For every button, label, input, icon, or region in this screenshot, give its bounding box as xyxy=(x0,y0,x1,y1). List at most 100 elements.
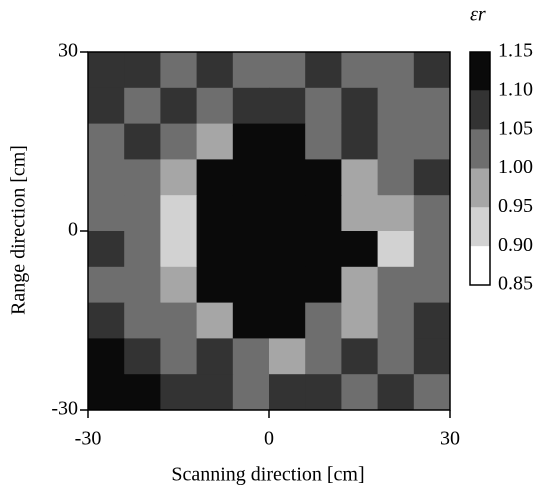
heatmap-cell xyxy=(305,338,342,375)
heatmap-cell xyxy=(124,338,161,375)
heatmap-cell xyxy=(196,374,234,411)
heatmap-cell xyxy=(88,159,125,196)
heatmap-cell xyxy=(341,302,379,339)
heatmap-cell xyxy=(160,195,198,232)
heatmap-cell xyxy=(341,195,379,232)
colorbar-tick-label: 1.15 xyxy=(498,40,533,62)
heatmap-cell xyxy=(196,87,234,125)
y-axis-label: Range direction [cm] xyxy=(8,145,30,315)
heatmap-cell xyxy=(124,159,161,196)
heatmap-cell xyxy=(269,87,306,125)
heatmap-cell xyxy=(413,338,451,375)
colorbar-tick-label: 0.90 xyxy=(498,234,533,256)
colorbar-band xyxy=(470,52,490,91)
heatmap-cell xyxy=(269,195,306,232)
heatmap-cell xyxy=(377,231,415,268)
heatmap-cell xyxy=(88,374,125,411)
heatmap-cell xyxy=(196,123,234,160)
colorbar-band xyxy=(470,90,490,130)
heatmap-cell xyxy=(413,123,451,160)
heatmap-cell xyxy=(269,52,306,89)
y-tick-label: 0 xyxy=(68,219,78,241)
heatmap-cell xyxy=(305,302,342,339)
heatmap-cell xyxy=(88,195,125,232)
heatmap-cell xyxy=(413,52,451,89)
heatmap-cell xyxy=(341,231,379,268)
heatmap-cell xyxy=(88,338,125,375)
heatmap-cell xyxy=(232,87,270,125)
heatmap-cell xyxy=(305,87,342,125)
heatmap-cell xyxy=(305,123,342,160)
heatmap-cell xyxy=(232,266,270,304)
colorbar-frame xyxy=(469,51,491,286)
heatmap-cell xyxy=(341,87,379,125)
heatmap-cell xyxy=(196,266,234,304)
heatmap-cell xyxy=(124,266,161,304)
heatmap-cell xyxy=(232,338,270,375)
x-tick-label: 30 xyxy=(440,428,460,450)
heatmap-cell xyxy=(160,159,198,196)
heatmap-cell xyxy=(124,231,161,268)
heatmap-cell xyxy=(413,266,451,304)
heatmap-cell xyxy=(232,159,270,196)
heatmap-cell xyxy=(269,123,306,160)
heatmap-cell xyxy=(305,374,342,411)
x-tick-label: -30 xyxy=(75,428,102,450)
heatmap-cell xyxy=(341,374,379,411)
heatmap-cell xyxy=(305,195,342,232)
heatmap-cell xyxy=(160,123,198,160)
heatmap-cell xyxy=(160,338,198,375)
heatmap-cell xyxy=(196,302,234,339)
heatmap-cell xyxy=(377,87,415,125)
heatmap-cell xyxy=(88,266,125,304)
heatmap-cell xyxy=(377,302,415,339)
heatmap-cell xyxy=(160,374,198,411)
colorbar-tick-label: 1.05 xyxy=(498,117,533,139)
heatmap-cell xyxy=(160,52,198,89)
heatmap-cell xyxy=(269,231,306,268)
heatmap-cell xyxy=(232,231,270,268)
heatmap-cell xyxy=(413,374,451,411)
heatmap-cell xyxy=(88,123,125,160)
heatmap-cell xyxy=(269,338,306,375)
x-tick-label: 0 xyxy=(264,428,274,450)
colorbar-tick-label: 1.00 xyxy=(498,156,533,178)
colorbar-tick-label: 0.85 xyxy=(498,273,533,295)
heatmap-cell xyxy=(124,87,161,125)
heatmap-cell xyxy=(413,302,451,339)
heatmap-cell xyxy=(269,159,306,196)
heatmap-cell xyxy=(341,52,379,89)
heatmap-cell xyxy=(377,374,415,411)
heatmap-cell xyxy=(232,195,270,232)
heatmap-cell xyxy=(377,195,415,232)
heatmap-cell xyxy=(160,87,198,125)
heatmap-cell xyxy=(88,87,125,125)
heatmap-cell xyxy=(341,159,379,196)
heatmap-cell xyxy=(377,159,415,196)
colorbar-tick-label: 0.95 xyxy=(498,195,533,217)
heatmap-cell xyxy=(124,123,161,160)
heatmap-cell xyxy=(160,266,198,304)
heatmap-cell xyxy=(341,123,379,160)
heatmap-cell xyxy=(196,52,234,89)
heatmap-cell xyxy=(196,338,234,375)
heatmap-cell xyxy=(160,231,198,268)
colorbar-band xyxy=(470,246,490,285)
x-axis-label: Scanning direction [cm] xyxy=(171,464,364,486)
heatmap-cell xyxy=(305,52,342,89)
heatmap-cell xyxy=(269,374,306,411)
heatmap-cell xyxy=(341,266,379,304)
heatmap-cell xyxy=(88,231,125,268)
heatmap-cell xyxy=(232,374,270,411)
heatmap-cell xyxy=(413,231,451,268)
heatmap-cell xyxy=(377,123,415,160)
colorbar-band xyxy=(470,168,490,208)
heatmap-cell xyxy=(196,195,234,232)
heatmap-cell xyxy=(124,195,161,232)
heatmap-cell xyxy=(377,338,415,375)
heatmap-cell xyxy=(305,159,342,196)
heatmap-cell xyxy=(88,52,125,89)
heatmap-cell xyxy=(377,52,415,89)
heatmap-cell xyxy=(160,302,198,339)
